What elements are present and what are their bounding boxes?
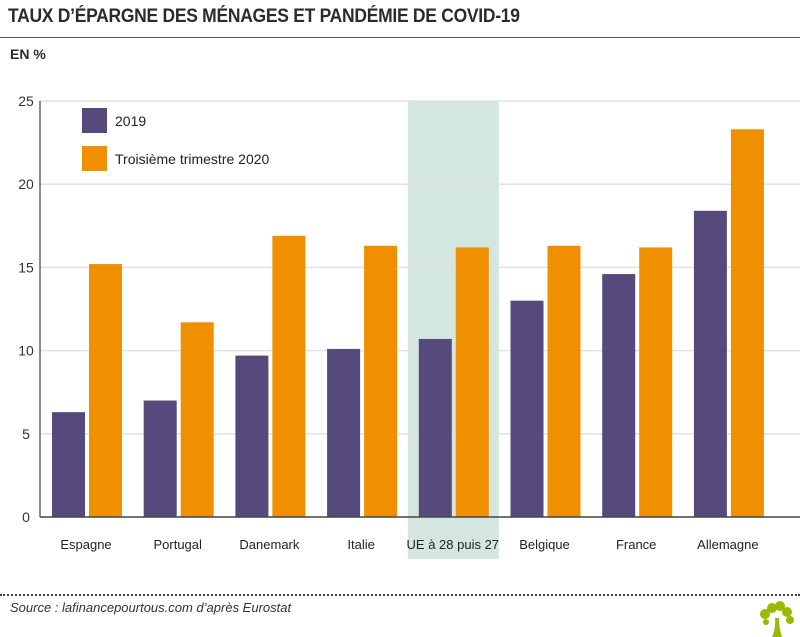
bar-2020-3 [364,245,398,517]
chart-title: TAUX D’ÉPARGNE DES MÉNAGES ET PANDÉMIE D… [8,6,520,27]
bar-2020-1 [180,322,214,517]
bar-2019-7 [693,210,727,517]
y-tick-label: 20 [18,176,34,192]
bar-2020-6 [639,247,673,517]
legend-label: 2019 [115,113,146,129]
title-divider [0,37,800,38]
x-category-label: UE à 28 puis 27 [407,537,500,552]
bar-2020-4 [455,247,489,517]
bar-2020-7 [730,129,764,517]
legend-label: Troisième trimestre 2020 [115,151,270,167]
y-tick-label: 15 [18,259,34,275]
x-category-label: Allemagne [697,537,758,552]
x-category-label: Belgique [519,537,570,552]
bar-2020-5 [547,245,581,517]
legend-swatch-1 [82,146,107,171]
tree-logo-icon [760,601,794,637]
source-note: Source : lafinancepourtous.com d’après E… [10,600,292,615]
y-tick-label: 5 [22,426,30,442]
y-tick-label: 25 [18,93,34,109]
bar-2020-0 [89,264,122,517]
bar-2019-2 [235,355,269,517]
footer-divider [0,594,800,596]
x-category-label: Espagne [60,537,111,552]
bar-2019-0 [52,412,85,517]
bar-2019-4 [418,338,452,517]
bar-2019-6 [602,274,636,517]
bar-2020-2 [272,235,306,517]
x-category-label: France [616,537,656,552]
bar-2019-5 [510,300,544,517]
x-category-label: Danemark [239,537,299,552]
y-tick-label: 10 [18,343,34,359]
legend-swatch-0 [82,108,107,133]
x-category-label: Italie [347,537,374,552]
bar-2019-1 [143,400,177,517]
bar-chart: 0 5 10 15 20 25 Espagne Portugal Danemark Italie U… [18,93,800,559]
y-tick-label: 0 [22,509,30,525]
bar-2019-3 [327,348,361,517]
unit-label: EN % [10,46,46,62]
x-category-label: Portugal [153,537,202,552]
